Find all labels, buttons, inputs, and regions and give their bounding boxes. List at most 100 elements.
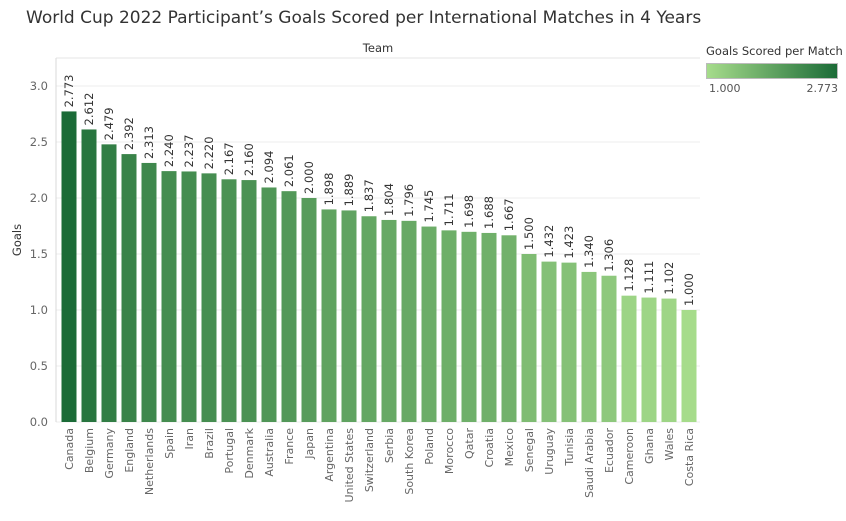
y-axis-title: Goals [10, 224, 24, 256]
bar [561, 262, 577, 422]
data-label: 2.240 [162, 134, 176, 167]
bar [401, 220, 417, 422]
x-tick-label: Belgium [83, 428, 96, 473]
bar [321, 209, 337, 422]
x-axis-title: Team [362, 41, 393, 55]
x-tick-label: Netherlands [143, 428, 156, 495]
bar [261, 187, 277, 422]
data-label: 1.432 [542, 225, 556, 258]
x-tick-label: United States [343, 428, 356, 503]
data-label: 1.340 [582, 235, 596, 268]
bar [121, 154, 137, 422]
y-tick-label: 2.0 [30, 191, 48, 205]
y-tick-label: 1.0 [30, 303, 48, 317]
x-tick-label: Qatar [463, 428, 476, 459]
x-tick-label: Wales [663, 428, 676, 461]
data-label: 1.889 [342, 173, 356, 206]
bar [461, 231, 477, 422]
x-tick-label: Portugal [223, 428, 236, 474]
bar [421, 226, 437, 422]
x-tick-label: France [283, 428, 296, 465]
x-tick-label: Australia [263, 428, 276, 477]
bar [681, 310, 697, 422]
bar [141, 162, 157, 422]
y-tick-label: 2.5 [30, 135, 48, 149]
bar [501, 235, 517, 422]
bar [181, 171, 197, 422]
x-tick-label: Morocco [443, 428, 456, 474]
bar [221, 179, 237, 422]
x-tick-label: Cameroon [623, 428, 636, 485]
bar [361, 216, 377, 422]
bar [641, 297, 657, 422]
y-tick-label: 3.0 [30, 79, 48, 93]
data-label: 2.313 [142, 126, 156, 159]
data-label: 2.392 [122, 117, 136, 150]
data-label: 1.423 [562, 226, 576, 259]
legend-min-label: 1.000 [709, 82, 741, 95]
x-tick-label: Iran [183, 428, 196, 450]
x-tick-label: Spain [163, 428, 176, 459]
data-label: 1.111 [642, 261, 656, 294]
data-label: 2.773 [62, 74, 76, 107]
x-tick-label: Switzerland [363, 428, 376, 492]
bar [581, 271, 597, 422]
x-tick-label: Senegal [523, 428, 536, 472]
x-tick-label: England [123, 428, 136, 473]
data-label: 1.667 [502, 198, 516, 231]
data-label: 2.237 [182, 135, 196, 168]
x-tick-label: Croatia [483, 428, 496, 468]
y-tick-label: 0.0 [30, 415, 48, 429]
x-tick-label: Uruguay [543, 428, 556, 475]
color-legend: Goals Scored per Match 1.000 2.773 [706, 44, 843, 96]
data-label: 2.479 [102, 107, 116, 140]
x-tick-label: Argentina [323, 428, 336, 482]
x-tick-label: Germany [103, 428, 116, 479]
data-label: 1.796 [402, 184, 416, 217]
x-tick-label: South Korea [403, 428, 416, 495]
y-tick-label: 0.5 [30, 359, 48, 373]
y-tick-label: 1.5 [30, 247, 48, 261]
data-label: 1.500 [522, 217, 536, 250]
data-label: 2.612 [82, 93, 96, 126]
bar [61, 111, 77, 422]
x-tick-label: Ghana [643, 428, 656, 464]
legend-gradient [706, 63, 838, 79]
data-label: 1.837 [362, 179, 376, 212]
bar [621, 295, 637, 422]
data-label: 1.102 [662, 262, 676, 295]
data-label: 1.898 [322, 172, 336, 205]
data-label: 1.688 [482, 196, 496, 229]
bar [201, 173, 217, 422]
bar [381, 219, 397, 422]
data-label: 1.306 [602, 239, 616, 272]
data-label: 2.000 [302, 161, 316, 194]
bar [81, 129, 97, 422]
bar [101, 144, 117, 423]
x-tick-label: Brazil [203, 428, 216, 459]
data-label: 1.804 [382, 183, 396, 216]
bar [661, 298, 677, 422]
chart-title: World Cup 2022 Participant’s Goals Score… [26, 8, 702, 28]
x-tick-label: Poland [423, 428, 436, 465]
data-label: 2.061 [282, 154, 296, 187]
bar [441, 230, 457, 422]
x-tick-label: Saudi Arabia [583, 428, 596, 498]
data-label: 1.711 [442, 193, 456, 226]
x-tick-label: Costa Rica [683, 428, 696, 486]
bar [301, 198, 317, 422]
bar [481, 232, 497, 422]
data-label: 2.167 [222, 142, 236, 175]
data-label: 2.160 [242, 143, 256, 176]
legend-max-label: 2.773 [806, 82, 839, 95]
bar [521, 254, 537, 422]
bar [281, 191, 297, 422]
bar [541, 261, 557, 422]
bar [241, 180, 257, 422]
x-tick-label: Japan [303, 428, 316, 460]
x-tick-label: Canada [63, 428, 76, 470]
data-label: 1.128 [622, 259, 636, 292]
x-tick-label: Serbia [383, 428, 396, 463]
x-tick-label: Mexico [503, 428, 516, 467]
